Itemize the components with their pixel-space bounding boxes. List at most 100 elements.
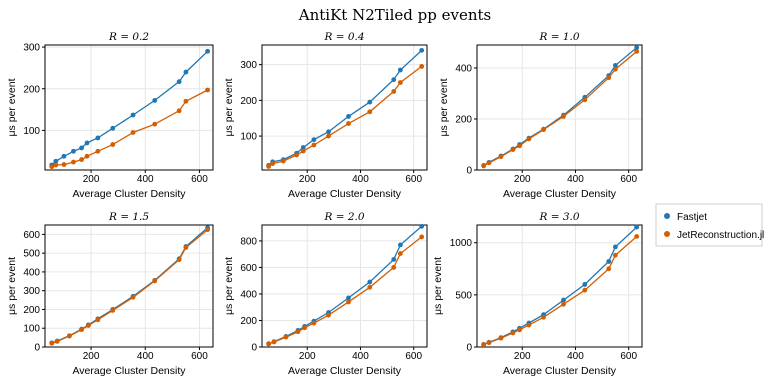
data-point-jetreconstruction — [419, 234, 425, 240]
data-point-jetreconstruction — [205, 227, 210, 233]
data-point-fastjet — [612, 244, 618, 250]
data-point-jetreconstruction — [510, 147, 516, 152]
data-point-jetreconstruction — [397, 251, 403, 256]
data-point-fastjet — [419, 223, 425, 229]
y-axis-label: μs per event — [438, 78, 450, 136]
data-point-jetreconstruction — [61, 162, 67, 167]
data-point-jetreconstruction — [510, 330, 516, 336]
x-tick-label: 600 — [620, 174, 637, 185]
data-point-jetreconstruction — [541, 127, 546, 133]
x-tick-label: 400 — [137, 351, 154, 362]
data-point-jetreconstruction — [397, 80, 403, 85]
data-point-jetreconstruction — [582, 287, 588, 293]
data-point-jetreconstruction — [419, 64, 425, 69]
data-point-jetreconstruction — [561, 301, 566, 307]
data-point-jetreconstruction — [205, 87, 210, 93]
data-point-jetreconstruction — [486, 160, 492, 166]
x-axis-label: Average Cluster Density — [503, 188, 617, 200]
data-point-jetreconstruction — [130, 294, 136, 300]
data-point-jetreconstruction — [183, 98, 189, 104]
x-axis-label: Average Cluster Density — [288, 365, 402, 377]
panel-3: 200 400 600 0 200 400 R = 1.0 Average Cluster D… — [438, 31, 643, 200]
x-tick-label: 400 — [352, 351, 369, 362]
data-point-jetreconstruction — [152, 121, 158, 127]
data-point-fastjet — [79, 145, 84, 151]
y-tick-label: 100 — [23, 126, 40, 137]
x-tick-label: 200 — [299, 174, 316, 185]
plot-frame — [261, 224, 428, 348]
series-line-fastjet — [268, 49, 423, 166]
series-line-fastjet — [51, 50, 209, 166]
data-point-fastjet — [300, 145, 306, 150]
data-point-jetreconstruction — [326, 312, 331, 318]
series-line-fastjet — [483, 226, 638, 346]
x-tick-label: 200 — [514, 174, 531, 185]
y-tick-label: 500 — [455, 290, 472, 301]
data-point-jetreconstruction — [183, 245, 189, 250]
x-axis-label: Average Cluster Density — [503, 365, 617, 377]
data-point-jetreconstruction — [283, 334, 289, 340]
data-point-jetreconstruction — [280, 158, 286, 164]
y-tick-label: 200 — [23, 305, 40, 316]
data-point-jetreconstruction — [302, 325, 307, 331]
x-tick-label: 400 — [352, 174, 369, 185]
data-point-fastjet — [176, 79, 182, 85]
x-tick-label: 400 — [137, 174, 154, 185]
y-tick-label: 600 — [240, 263, 257, 274]
data-point-fastjet — [346, 114, 351, 119]
y-tick-label: 0 — [466, 166, 472, 177]
data-point-jetreconstruction — [346, 299, 351, 305]
panel-title: R = 1.0 — [538, 31, 579, 43]
data-point-jetreconstruction — [391, 89, 397, 94]
data-point-jetreconstruction — [481, 342, 487, 348]
x-axis-label: Average Cluster Density — [288, 188, 402, 200]
data-point-fastjet — [561, 297, 566, 303]
x-axis-label: Average Cluster Density — [72, 188, 186, 200]
data-point-jetreconstruction — [367, 109, 373, 115]
data-point-jetreconstruction — [49, 164, 55, 170]
data-point-jetreconstruction — [612, 252, 618, 258]
data-point-jetreconstruction — [498, 335, 504, 341]
data-point-fastjet — [152, 98, 158, 103]
data-point-jetreconstruction — [326, 133, 331, 139]
data-point-jetreconstruction — [311, 320, 317, 326]
data-point-jetreconstruction — [71, 159, 76, 165]
panel-title: R = 3.0 — [538, 211, 579, 223]
data-point-fastjet — [367, 279, 373, 285]
x-tick-label: 200 — [83, 351, 100, 362]
data-point-jetreconstruction — [176, 257, 182, 263]
data-point-jetreconstruction — [498, 154, 504, 160]
data-point-jetreconstruction — [266, 341, 272, 347]
data-point-jetreconstruction — [79, 327, 84, 333]
plot-frame — [476, 224, 643, 348]
data-point-jetreconstruction — [486, 340, 492, 346]
y-tick-label: 100 — [23, 324, 40, 335]
data-point-jetreconstruction — [270, 161, 276, 166]
x-tick-label: 600 — [405, 174, 422, 185]
y-tick-label: 400 — [23, 267, 40, 278]
data-point-jetreconstruction — [49, 340, 55, 346]
y-tick-label: 200 — [240, 316, 257, 327]
data-point-jetreconstruction — [561, 114, 566, 119]
data-point-jetreconstruction — [266, 164, 272, 169]
y-axis-label: μs per event — [223, 78, 235, 136]
legend-marker-jetreconstruction — [664, 231, 670, 237]
data-point-fastjet — [205, 48, 210, 54]
x-tick-label: 600 — [191, 174, 208, 185]
data-point-jetreconstruction — [130, 130, 136, 135]
data-point-jetreconstruction — [346, 121, 351, 126]
data-point-jetreconstruction — [634, 48, 640, 54]
data-point-fastjet — [612, 63, 618, 68]
panels: 200 400 600 100 200 300 R = 0.2 Average Cluster… — [6, 31, 643, 377]
x-tick-label: 600 — [620, 351, 637, 362]
data-point-fastjet — [95, 135, 101, 141]
data-point-jetreconstruction — [541, 314, 546, 320]
x-tick-label: 600 — [191, 351, 208, 362]
data-point-jetreconstruction — [526, 136, 532, 142]
data-point-fastjet — [397, 67, 403, 73]
plot-frame — [261, 44, 428, 171]
x-tick-label: 200 — [83, 174, 100, 185]
x-tick-label: 200 — [299, 351, 316, 362]
x-tick-label: 400 — [567, 174, 584, 185]
data-point-fastjet — [311, 137, 317, 143]
